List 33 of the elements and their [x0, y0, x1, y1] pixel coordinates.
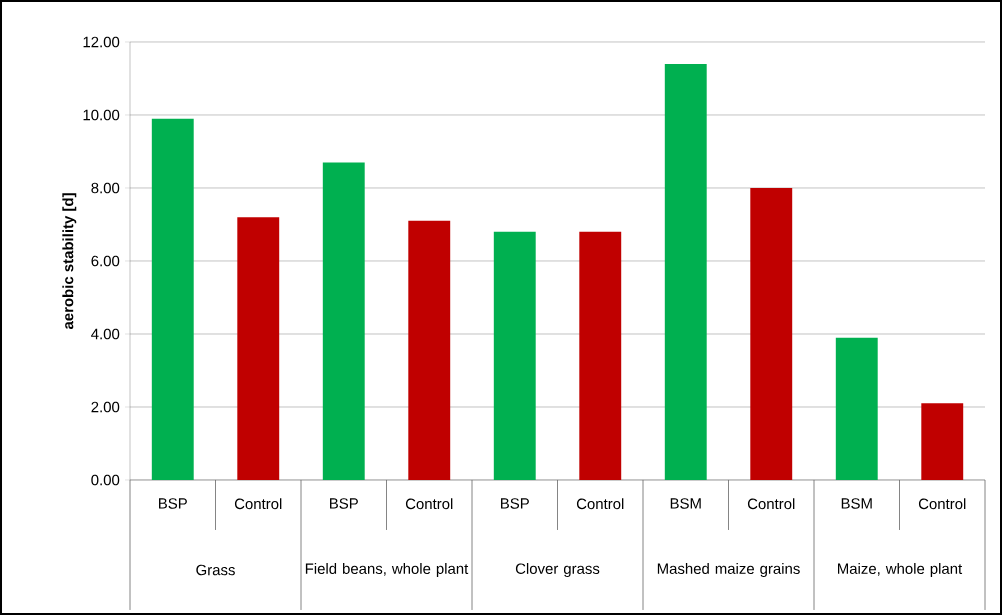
text: Mashed maize grains [657, 563, 800, 577]
x-tick-label: Control [405, 498, 453, 510]
bar [408, 220, 451, 480]
y-tick-label: 10.00 [83, 109, 120, 121]
x-tick-label: Control [747, 498, 795, 510]
text: Field beans, whole plant [305, 563, 469, 577]
y-axis-title: aerobic stability [d] [62, 193, 77, 330]
bar [664, 63, 707, 480]
text: Grass [196, 564, 235, 576]
x-tick-label: BSM [841, 498, 872, 509]
x-tick-label: BSM [670, 498, 701, 509]
text: Clover grass [515, 563, 600, 577]
y-tick-label: 6.00 [91, 255, 120, 267]
bar [151, 118, 194, 480]
y-tick-label: 0.00 [91, 474, 120, 486]
y-tick-label: 8.00 [91, 182, 120, 194]
x-tick-label: BSP [330, 498, 358, 509]
bar [493, 231, 536, 480]
y-tick-label: 4.00 [91, 328, 120, 340]
x-tick-label: Control [576, 498, 624, 510]
y-tick-label: 2.00 [91, 401, 120, 413]
x-tick-label: Control [918, 498, 966, 510]
text: Maize, whole plant [838, 563, 963, 577]
bar [237, 217, 280, 480]
bar [835, 337, 878, 480]
bar [750, 187, 793, 480]
bar [579, 231, 622, 480]
y-tick-label: 12.00 [83, 36, 120, 48]
x-tick-label: BSP [159, 498, 187, 509]
bar [921, 403, 964, 480]
x-tick-label: Control [234, 498, 282, 510]
bar [322, 162, 365, 480]
x-tick-label: BSP [501, 498, 529, 509]
